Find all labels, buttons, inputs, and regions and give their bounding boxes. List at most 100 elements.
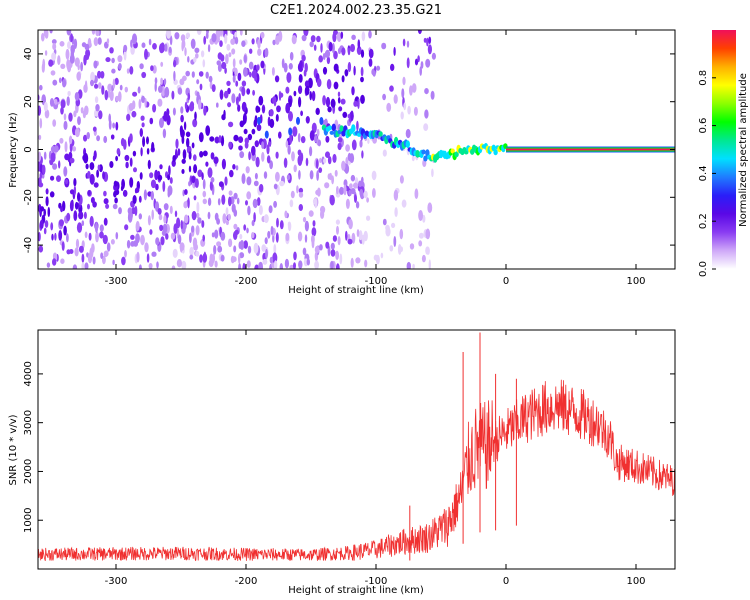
spectrogram-cell	[253, 242, 259, 254]
spectrogram-cell	[137, 86, 141, 94]
spectrogram-cell	[104, 89, 109, 101]
spectrogram-cell	[289, 51, 294, 61]
spectrogram-cell	[391, 222, 396, 228]
spectrogram-cell	[39, 219, 44, 229]
colorbar-tick-label: 0.0	[698, 261, 709, 277]
spectrogram-cell	[191, 225, 195, 233]
spectrogram-cell	[112, 78, 116, 89]
spectrogram-cell	[243, 240, 248, 249]
spectrogram-cell	[253, 212, 256, 223]
spectrogram-cell	[228, 190, 233, 196]
snr-y-tick-label: 3000	[23, 410, 34, 435]
spectrogram-cell	[50, 175, 55, 181]
spectrogram-cell	[182, 75, 187, 82]
spectrogram-cell	[202, 59, 206, 68]
colorbar-tick-label: 0.8	[698, 70, 709, 86]
spectrogram-cell	[73, 110, 77, 118]
spectrogram-cell	[318, 55, 324, 63]
spectrogram-cell	[49, 30, 53, 34]
spectrogram-cell	[304, 220, 309, 232]
signal-track-cell	[296, 116, 300, 125]
spectrogram-cell	[166, 108, 170, 117]
spectrogram-cell	[228, 141, 233, 149]
spectrogram-cell	[188, 151, 192, 160]
spectrogram-cell	[238, 136, 244, 144]
spectrogram-cell	[80, 107, 84, 114]
spectrogram-cell	[272, 233, 275, 243]
spectrogram-cell	[332, 32, 337, 43]
spectrogram-cell	[100, 71, 105, 79]
spectrogram-cell	[298, 187, 304, 194]
spectrogram-cell	[193, 57, 197, 63]
spectrogram-cell	[234, 67, 238, 77]
spectrogram-cell	[60, 258, 65, 265]
spectrogram-cell	[338, 106, 343, 112]
spectrogram-cell	[261, 104, 266, 114]
spectrogram-cell	[319, 157, 322, 164]
signal-track-cell	[327, 125, 333, 131]
spectrogram-cell	[89, 162, 95, 171]
spectrogram-cell	[322, 95, 326, 106]
spectrogram-cell	[139, 63, 144, 70]
spectrogram-cell	[47, 206, 51, 218]
spectrogram-cell	[58, 230, 63, 241]
spectrogram-cell	[330, 249, 336, 257]
spectrogram-cell	[74, 247, 79, 257]
spectrogram-cell	[199, 83, 203, 91]
spectrogram-cell	[201, 172, 204, 181]
spectrogram-cell	[114, 197, 118, 204]
spectrogram-cell	[181, 169, 185, 174]
spectrogram-cell	[305, 157, 309, 167]
spectrogram-cell	[248, 61, 254, 70]
spectrogram-cell	[420, 61, 424, 69]
spectrogram-cell	[49, 191, 55, 198]
spectrogram-cell	[423, 123, 429, 131]
spectrogram-cell	[110, 134, 115, 140]
spectrogram-cell	[200, 50, 205, 58]
spectrogram-cell	[179, 242, 185, 251]
spectrogram-cell	[160, 61, 164, 67]
spectrogram-cell	[93, 150, 97, 160]
spectrogram-cell	[292, 126, 298, 137]
spectrogram-cell	[337, 137, 343, 143]
spectrogram-cell	[272, 96, 277, 104]
spectrogram-cell	[101, 85, 105, 95]
spectrogram-cell	[146, 148, 150, 155]
spectrogram-cell	[359, 189, 364, 197]
spectrogram-cell	[324, 50, 329, 58]
spectrogram-cell	[364, 259, 368, 268]
spectrogram-cell	[51, 39, 57, 45]
spectrogram-cell	[244, 137, 249, 144]
spectrogram-cell	[301, 34, 307, 42]
spectrogram-cell	[152, 43, 157, 50]
spectrogram-cell	[52, 42, 57, 51]
spectrogram-cell	[57, 55, 61, 66]
spectrogram-cell	[325, 135, 330, 143]
spectrogram-cell	[239, 252, 245, 259]
spectrogram-cell	[191, 71, 195, 78]
spectrogram-cell	[187, 197, 190, 209]
spectrogram-cell	[157, 208, 162, 215]
spectrogram-cell	[50, 222, 54, 231]
spectrogram-cell	[393, 94, 398, 104]
spectrogram-cell	[252, 198, 258, 209]
spectrogram-cell	[177, 148, 181, 156]
signal-track-cell	[421, 149, 426, 155]
spectrogram-cell	[118, 91, 122, 102]
spectrogram-cell	[115, 155, 118, 162]
spectrogram-cell	[427, 202, 433, 213]
spectrogram-cell	[332, 153, 337, 163]
spectrogram-cell	[149, 117, 154, 125]
spectrogram-cell	[418, 232, 424, 239]
spectrogram-cell	[162, 128, 167, 139]
spectrogram-cell	[74, 57, 80, 67]
spectrogram-cell	[380, 252, 384, 259]
spectrogram-cell	[291, 151, 295, 162]
spectrogram-cell	[66, 212, 71, 222]
spectrogram-cell	[203, 35, 207, 45]
spectrogram-cell	[256, 197, 261, 206]
spectrogram-cell	[230, 38, 236, 45]
signal-track-cell	[378, 131, 383, 137]
spectrogram-cell	[279, 263, 283, 269]
spectrogram-cell	[84, 231, 88, 239]
